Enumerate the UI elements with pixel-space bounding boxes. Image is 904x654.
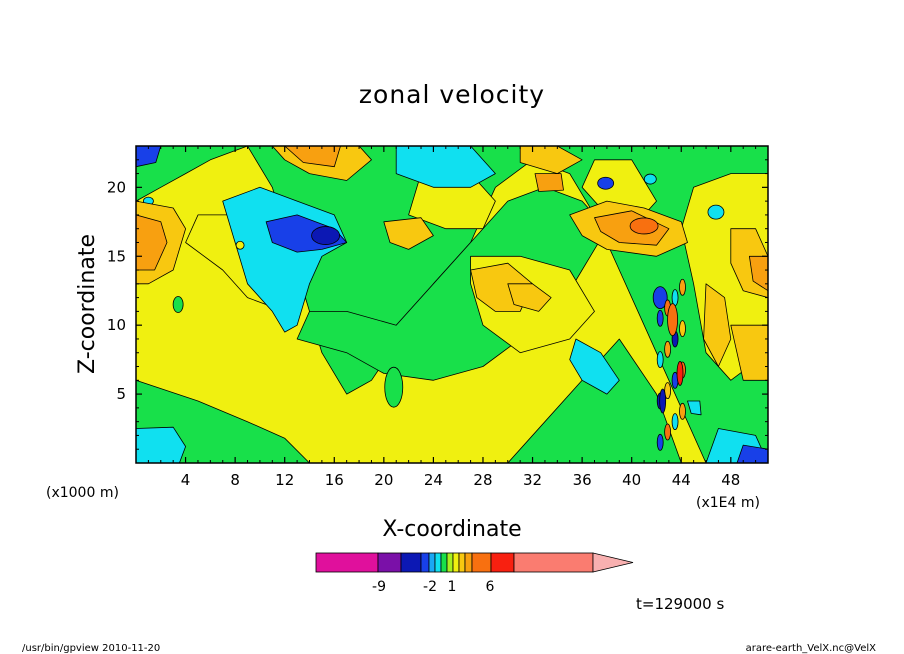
x-axis-label: X-coordinate <box>382 517 521 542</box>
column-cell <box>671 289 679 307</box>
column-cell <box>656 433 664 451</box>
x-tick-label: 36 <box>573 471 592 489</box>
colorbar-segment <box>420 552 430 573</box>
x-axis-ticks: 4 8 12 16 20 24 28 32 36 40 44 48 <box>147 146 757 489</box>
x-tick-label: 4 <box>181 471 191 489</box>
x-tick-label: 32 <box>523 471 542 489</box>
column-cell <box>676 361 684 386</box>
column-cell <box>679 278 686 296</box>
column-cell <box>671 413 679 431</box>
cyan-region <box>395 146 496 188</box>
colorbar-segment <box>440 552 448 573</box>
x-tick-label: 48 <box>721 471 740 489</box>
green-region <box>507 338 682 463</box>
footer-left: /usr/bin/gpview 2010-11-20 <box>22 643 160 654</box>
x-tick-label: 28 <box>473 471 492 489</box>
y-tick-label: 5 <box>116 385 126 403</box>
column-cell <box>664 340 672 358</box>
colorbar-tick-labels: -9 -2 1 6 <box>372 579 495 595</box>
time-label: t=129000 s <box>636 595 724 613</box>
orange-region <box>534 173 564 192</box>
colorbar-tick-label: -9 <box>372 579 386 595</box>
x-tick-label: 24 <box>424 471 443 489</box>
colorbar-tick-label: 1 <box>448 579 457 595</box>
cyan-region <box>569 338 620 395</box>
chart-title: zonal velocity <box>359 80 545 109</box>
x-unit-note-right: (x1E4 m) <box>696 495 760 511</box>
green-island <box>172 296 184 313</box>
y-tick-label: 15 <box>107 247 126 265</box>
x-tick-label: 16 <box>325 471 344 489</box>
green-island <box>384 366 404 408</box>
dark-orange-core <box>629 217 659 235</box>
x-tick-label: 8 <box>230 471 240 489</box>
dark-blue-core <box>311 226 341 245</box>
orange-region <box>136 214 168 271</box>
y-tick-label: 10 <box>107 316 126 334</box>
colorbar-segment <box>458 552 466 573</box>
x-unit-note-left: (x1000 m) <box>46 485 119 501</box>
column-cell <box>656 309 664 327</box>
plot-frame <box>135 145 769 464</box>
colorbar-segment <box>434 552 442 573</box>
column-cell <box>659 388 667 414</box>
cyan-core <box>643 173 657 185</box>
colorbar-tick-label: -2 <box>423 579 437 595</box>
colorbar-segment <box>315 552 379 573</box>
light-orange-region <box>519 146 583 174</box>
yellow-island <box>235 240 245 250</box>
orange-region <box>284 146 341 168</box>
y-tick-label: 20 <box>107 178 126 196</box>
colorbar-segment <box>490 552 515 573</box>
column-cell <box>664 423 672 441</box>
y-axis-label: Z-coordinate <box>75 234 100 374</box>
footer-right: arare-earth_VelX.nc@VelX <box>746 643 877 654</box>
blue-core <box>597 176 615 190</box>
column-cell <box>667 303 678 337</box>
blue-region <box>736 444 768 463</box>
column-cell <box>656 351 664 369</box>
cyan-region <box>136 426 186 463</box>
column-cell <box>679 320 686 338</box>
blue-core <box>652 286 668 310</box>
colorbar-tick-label: 6 <box>486 579 495 595</box>
colorbar-segment <box>400 552 422 573</box>
colorbar <box>315 552 634 573</box>
x-tick-label: 20 <box>374 471 393 489</box>
cyan-core <box>707 204 725 220</box>
column-cell <box>679 402 686 420</box>
light-orange-region <box>383 217 434 250</box>
light-orange-region <box>730 324 768 381</box>
colorbar-segment <box>464 552 473 573</box>
x-tick-label: 12 <box>275 471 294 489</box>
colorbar-segment <box>471 552 492 573</box>
colorbar-segment <box>452 552 460 573</box>
x-tick-label: 44 <box>672 471 691 489</box>
x-tick-label: 40 <box>622 471 641 489</box>
y-axis-ticks: 5 10 15 20 <box>107 159 768 450</box>
contour-field <box>136 146 768 463</box>
colorbar-segment <box>428 552 436 573</box>
colorbar-extend-arrow <box>592 552 634 573</box>
orange-region <box>749 255 768 292</box>
contour-regions <box>136 146 768 463</box>
blue-region <box>136 146 162 168</box>
colorbar-segment <box>377 552 402 573</box>
colorbar-segment <box>446 552 454 573</box>
light-orange-region <box>507 283 552 312</box>
colorbar-segment <box>513 552 594 573</box>
cyan-region <box>687 400 702 416</box>
light-orange-region <box>703 283 732 367</box>
